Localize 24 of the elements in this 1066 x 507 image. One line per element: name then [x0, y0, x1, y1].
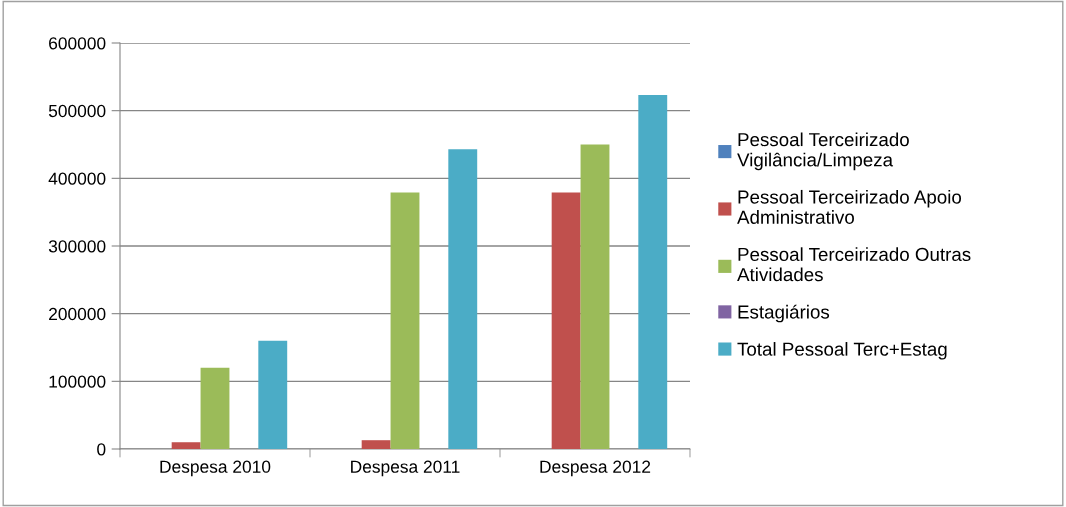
y-tick-label: 400000 — [48, 172, 106, 185]
x-tick-label: Despesa 2011 — [351, 460, 460, 477]
bar — [361, 440, 391, 449]
bar — [551, 192, 581, 449]
bar — [200, 367, 230, 449]
bar — [448, 149, 478, 449]
bar — [171, 442, 201, 449]
legend-label: Pessoal Terceirizado Apoio Administrativo — [737, 189, 962, 224]
bar — [390, 192, 420, 449]
y-tick-label: 200000 — [49, 307, 106, 321]
legend-label: Pessoal Terceirizado Vigilância/Limpeza — [737, 132, 909, 171]
x-tick-label: Despesa 2012 — [540, 460, 651, 477]
legend-label: Total Pessoal Terc+Estag — [737, 342, 947, 360]
y-tick-label: 600000 — [49, 37, 106, 50]
y-tick-label: 300000 — [48, 240, 106, 253]
legend-label: Pessoal Terceirizado Outras Atividades — [737, 247, 971, 282]
bar — [258, 340, 288, 449]
bar — [580, 144, 610, 449]
bar — [638, 95, 668, 449]
legend-label: Estagiários — [738, 304, 830, 323]
y-tick-label: 0 — [97, 443, 106, 456]
y-tick-label: 500000 — [48, 104, 106, 118]
y-tick-label: 100000 — [49, 375, 106, 388]
x-tick-label: Despesa 2010 — [160, 460, 271, 477]
